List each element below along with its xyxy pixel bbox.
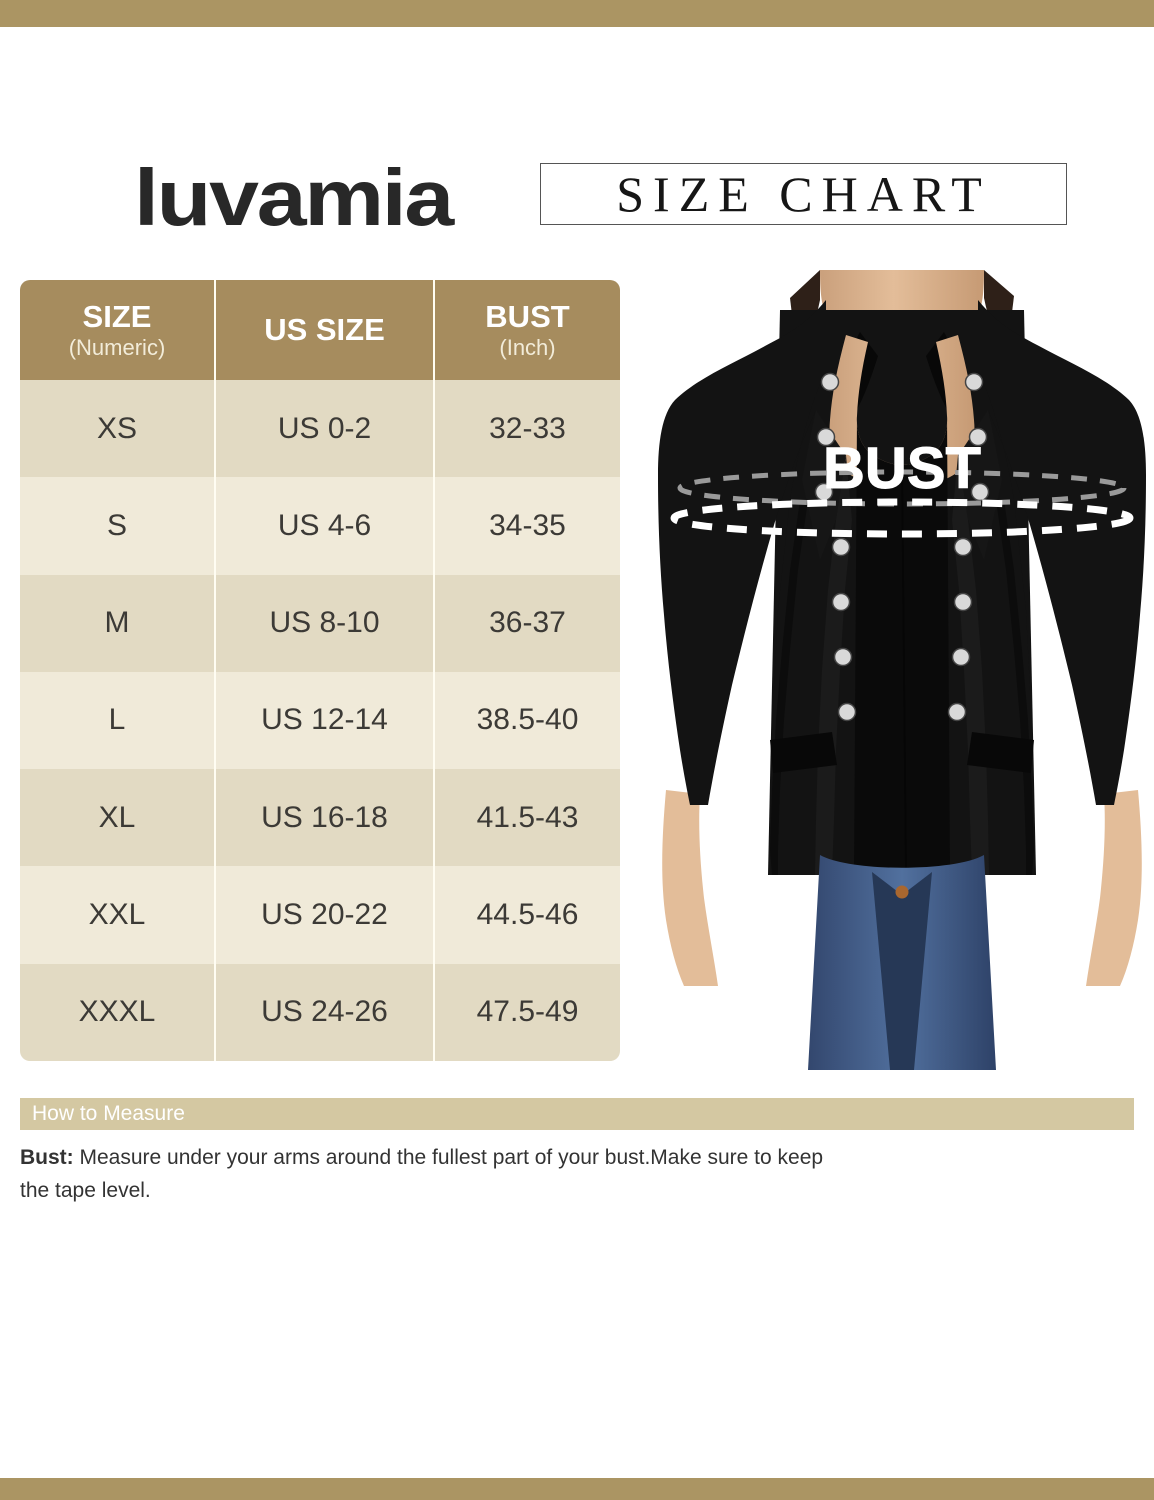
svg-text:BUST: BUST [823, 436, 981, 501]
